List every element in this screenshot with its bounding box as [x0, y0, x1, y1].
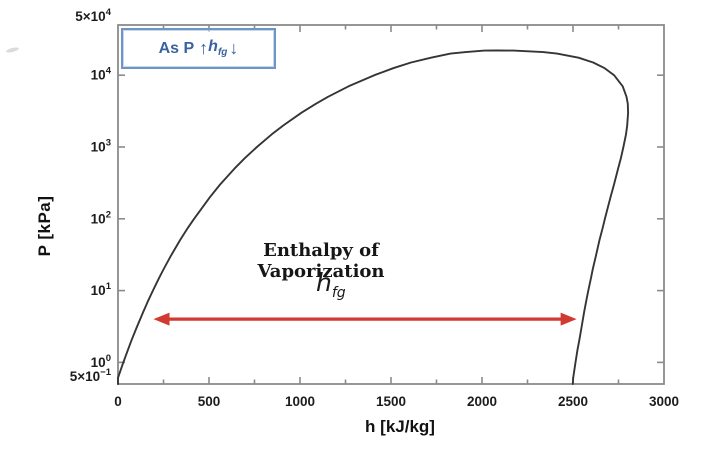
hfg-label: hfg [316, 268, 346, 301]
x-tick-label: 2500 [558, 394, 588, 409]
pressure-note-box: As P ↑ hfg ↓ [121, 28, 276, 69]
note-text-prefix: As P [158, 39, 195, 57]
y-axis-title: P [kPa] [35, 195, 54, 257]
y-tick-label: 104 [91, 66, 112, 83]
up-arrow-icon: ↑ [199, 38, 209, 58]
y-tick-label: 100 [91, 353, 111, 370]
y-tick-label: 5×10−1 [70, 367, 112, 384]
x-tick-label: 2000 [467, 394, 497, 409]
note-hfg-variable: hfg [208, 38, 228, 59]
y-tick-label: 101 [91, 281, 112, 298]
hfg-arrow-right-head [560, 312, 577, 326]
x-tick-label: 1000 [285, 394, 315, 409]
x-tick-label: 0 [114, 394, 122, 409]
hfg-arrow-left-head [153, 312, 170, 326]
vaporization-label: Enthalpy of Vaporization [257, 240, 385, 282]
x-axis-title: h [kJ/kg] [365, 417, 435, 436]
y-tick-label: 103 [91, 137, 111, 154]
down-arrow-icon: ↓ [229, 38, 239, 58]
plot-frame [117, 24, 665, 385]
y-tick-label: 5×104 [75, 7, 111, 24]
y-tick-label: 102 [91, 209, 111, 226]
x-tick-label: 500 [198, 394, 221, 409]
saturation-dome-curve [117, 49, 630, 385]
x-tick-label: 3000 [649, 394, 679, 409]
x-tick-label: 1500 [376, 394, 406, 409]
